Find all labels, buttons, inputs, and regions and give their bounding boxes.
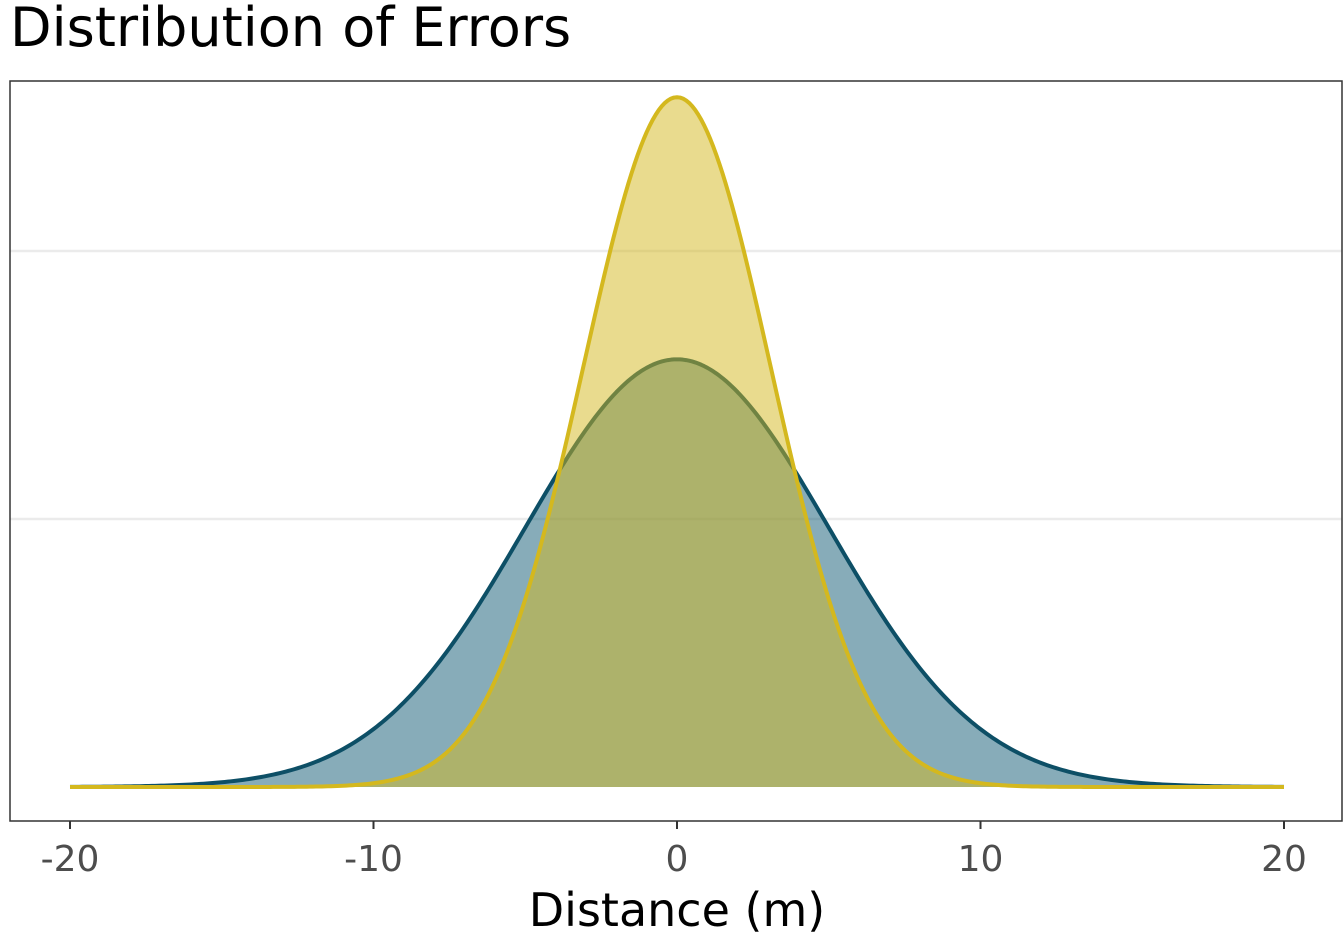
x-tick-label: -20 (41, 839, 100, 880)
x-axis: -20 -10 0 10 20 (41, 821, 1307, 880)
density-area-2 (70, 97, 1284, 788)
chart-title: Distribution of Errors (10, 0, 571, 59)
x-tick-label: 20 (1261, 839, 1307, 880)
density-series (69, 95, 1285, 789)
x-tick-label: 0 (666, 839, 689, 880)
x-axis-label: Distance (m) (529, 883, 825, 937)
density-line-2 (70, 95, 1284, 789)
x-tick-label: 10 (958, 839, 1004, 880)
x-tick-label: -10 (344, 839, 403, 880)
